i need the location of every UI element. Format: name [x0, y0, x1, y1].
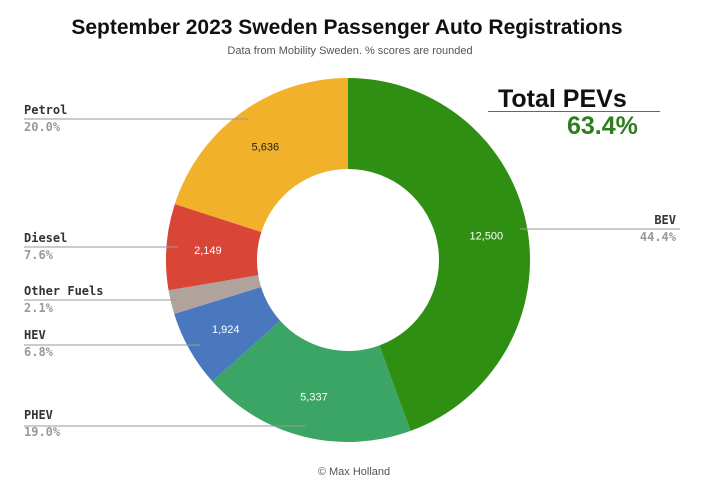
- slice-value-diesel: 2,149: [194, 245, 222, 257]
- category-label-other-fuels: Other Fuels: [24, 284, 103, 298]
- copyright-footer: © Max Holland: [317, 466, 391, 478]
- slice-value-phev: 5,337: [300, 391, 328, 403]
- chart-subtitle: Data from Mobility Sweden. % scores are …: [227, 45, 473, 57]
- category-percent-bev: 44.4%: [640, 230, 677, 244]
- total-pevs-label: Total PEVs: [498, 85, 627, 113]
- category-label-petrol: Petrol: [24, 103, 67, 117]
- category-label-hev: HEV: [24, 328, 46, 342]
- slice-value-bev: 12,500: [470, 230, 504, 242]
- category-percent-petrol: 20.0%: [24, 120, 61, 134]
- slice-phev: [212, 320, 411, 442]
- total-divider: [488, 111, 660, 112]
- category-percent-other-fuels: 2.1%: [24, 301, 54, 315]
- slice-other-fuels: [168, 275, 262, 314]
- category-percent-diesel: 7.6%: [24, 248, 54, 262]
- slice-petrol: [174, 78, 348, 233]
- chart-title: September 2023 Sweden Passenger Auto Reg…: [71, 16, 623, 39]
- slice-value-petrol: 5,636: [252, 141, 280, 153]
- category-label-phev: PHEV: [24, 408, 53, 422]
- slice-value-hev: 1,924: [212, 324, 240, 336]
- total-pevs-value: 63.4%: [567, 112, 638, 140]
- slice-diesel: [166, 204, 262, 291]
- category-label-diesel: Diesel: [24, 231, 67, 245]
- slice-bev: [348, 78, 530, 431]
- category-percent-hev: 6.8%: [24, 345, 54, 359]
- slice-hev: [174, 286, 281, 382]
- category-label-bev: BEV: [654, 213, 676, 227]
- category-percent-phev: 19.0%: [24, 425, 61, 439]
